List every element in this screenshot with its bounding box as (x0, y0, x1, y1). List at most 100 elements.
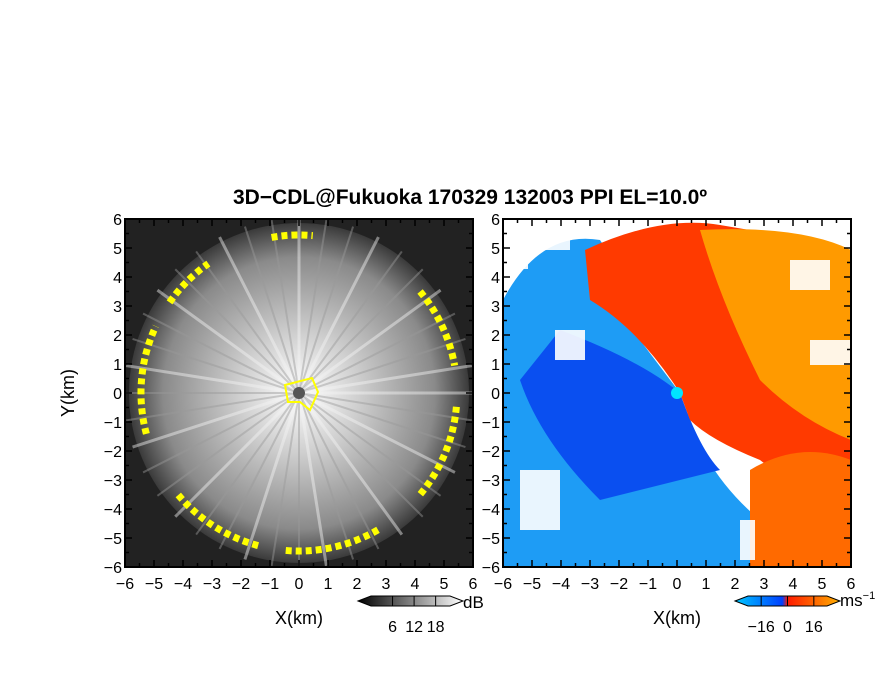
right-x-tick-label: −1 (639, 576, 657, 593)
right-y-tick-label: −6 (482, 560, 500, 577)
center-highlight (283, 376, 320, 412)
radial-streak (270, 219, 300, 394)
radial-streak (298, 337, 466, 394)
right-y-tick-label: 1 (491, 357, 500, 374)
radial-streak (174, 391, 301, 518)
left-x-tick-label: −2 (232, 576, 250, 593)
radial-streaks (125, 219, 473, 567)
lidar-site-marker-left (293, 387, 305, 399)
high-backscatter-arc (417, 289, 459, 367)
right-x-tick-label: −4 (552, 576, 570, 593)
left-y-tick-label: −5 (104, 531, 122, 548)
right-xlabel: X(km) (653, 608, 701, 628)
left-x-tick-label: 1 (324, 576, 333, 593)
radial-streak (298, 288, 442, 395)
radial-streak (156, 392, 300, 497)
left-ylabel: Y(km) (58, 369, 78, 417)
radial-streak (270, 392, 300, 567)
radial-streak (132, 337, 300, 394)
right-y-tick-label: 5 (491, 241, 500, 258)
velocity-panel: −6 −5 −4 −3 −2 −1 0 1 2 3 4 5 6 −6 −5 −4 −3 −2 −1 0 1 2 3 4 5 6 (482, 212, 856, 593)
right-y-tick-label: −5 (482, 531, 500, 548)
radial-streak (298, 392, 380, 550)
left-axes: −6 −5 −4 −3 −2 −1 0 1 2 3 4 5 6 −6 −5 −4 −3 −2 −1 0 1 2 3 4 5 6 (104, 212, 478, 593)
radial-streak (298, 312, 456, 394)
high-backscatter-arc (270, 231, 314, 241)
lidar-site-marker-right (671, 387, 683, 399)
left-x-tick-label: −3 (203, 576, 221, 593)
backscatter-colorbar-tick-label: 18 (427, 619, 445, 636)
radial-streak (125, 364, 300, 395)
right-y-tick-label: −3 (482, 473, 500, 490)
radial-streak (243, 226, 300, 394)
right-y-tick-label: 6 (491, 212, 500, 229)
right-y-tick-label: −2 (482, 444, 500, 461)
velocity-colorbar-unit-exponent: −1 (863, 590, 876, 602)
radial-streak (297, 236, 380, 394)
radial-streak (174, 268, 300, 394)
radial-streak (298, 219, 328, 394)
radial-streak (298, 392, 466, 449)
left-y-tick-label: 4 (113, 270, 122, 287)
left-x-tick-label: 3 (382, 576, 391, 593)
radial-streak (297, 392, 404, 536)
chart-title: 3D−CDL@Fukuoka 170329 132003 PPI EL=10.0… (232, 186, 708, 209)
radial-streak (298, 392, 424, 518)
left-y-tick-label: −4 (104, 502, 122, 519)
right-x-tick-label: −5 (523, 576, 541, 593)
radial-streak (195, 250, 300, 394)
velocity-colorbar-unit-base: ms (840, 591, 863, 610)
radial-streak (132, 391, 300, 449)
velocity-colorbar-tick-label: 16 (805, 619, 823, 636)
left-x-tick-label: −5 (145, 576, 163, 593)
no-data-gap (740, 520, 755, 560)
radial-streak (298, 268, 424, 394)
right-y-tick-label: 3 (491, 299, 500, 316)
radial-streak (195, 392, 300, 536)
right-x-tick-label: −3 (581, 576, 599, 593)
backscatter-colorbar-unit: dB (463, 593, 484, 612)
left-y-tick-label: −3 (104, 473, 122, 490)
left-x-tick-label: 6 (469, 576, 478, 593)
right-x-tick-label: 5 (818, 576, 827, 593)
right-y-tick-label: −1 (482, 415, 500, 432)
right-x-tick-label: 6 (847, 576, 856, 593)
left-y-tick-label: 6 (113, 212, 122, 229)
no-data-gap (810, 340, 850, 365)
right-x-tick-label: 0 (673, 576, 682, 593)
left-y-tick-label: −6 (104, 560, 122, 577)
velocity-colorbar: −16 0 16 ms−1 (733, 590, 876, 636)
right-x-tick-label: 3 (760, 576, 769, 593)
radial-streak (298, 392, 355, 560)
radial-streak (125, 392, 300, 422)
radial-streak (142, 312, 300, 394)
left-x-tick-label: 0 (295, 576, 304, 593)
backscatter-colorbar-tick-label: 12 (405, 619, 423, 636)
radial-streak (218, 236, 301, 394)
radial-streak (297, 392, 328, 567)
left-y-tick-label: 2 (113, 328, 122, 345)
right-y-tick-label: 0 (491, 386, 500, 403)
left-x-tick-label: −6 (116, 576, 134, 593)
no-data-gap (790, 260, 830, 290)
velocity-colorbar-tick-label: −16 (748, 619, 775, 636)
no-data-gaps (503, 219, 850, 560)
left-y-tick-label: 0 (113, 386, 122, 403)
left-x-tick-label: 4 (411, 576, 420, 593)
left-x-tick-label: 5 (440, 576, 449, 593)
high-backscatter-arc (137, 324, 159, 435)
right-x-tick-label: 4 (789, 576, 798, 593)
radial-streak (298, 391, 456, 474)
left-y-tick-label: 1 (113, 357, 122, 374)
receding-south-region (750, 452, 851, 567)
left-x-tick-label: 2 (353, 576, 362, 593)
radial-streak (298, 392, 473, 422)
backscatter-colorbar-tick-label: 6 (388, 619, 397, 636)
radial-streak (156, 288, 300, 395)
radial-streak (298, 226, 355, 394)
high-backscatter-arc (166, 260, 211, 305)
right-y-tick-label: 2 (491, 328, 500, 345)
left-y-tick-label: −2 (104, 444, 122, 461)
backscatter-panel: −6 −5 −4 −3 −2 −1 0 1 2 3 4 5 6 −6 −5 −4 −3 −2 −1 0 1 2 3 4 5 6 (104, 212, 478, 593)
